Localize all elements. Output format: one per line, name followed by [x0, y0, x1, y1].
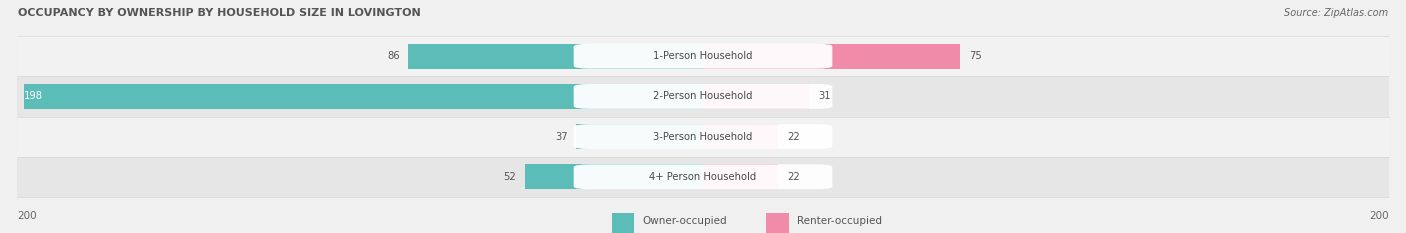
Text: 2-Person Household: 2-Person Household	[654, 91, 752, 101]
Text: 22: 22	[787, 132, 800, 142]
Text: 200: 200	[17, 211, 37, 221]
Bar	[24, 84, 703, 109]
FancyBboxPatch shape	[574, 84, 832, 109]
Bar	[612, 213, 634, 233]
Bar	[524, 164, 703, 189]
Text: 3-Person Household: 3-Person Household	[654, 132, 752, 142]
Text: 31: 31	[818, 91, 831, 101]
Text: 75: 75	[969, 51, 981, 61]
Bar	[703, 164, 779, 189]
Text: 4+ Person Household: 4+ Person Household	[650, 172, 756, 182]
Bar	[703, 84, 810, 109]
Bar	[703, 124, 779, 149]
Text: 52: 52	[503, 172, 516, 182]
Text: 200: 200	[1369, 211, 1389, 221]
Text: OCCUPANCY BY OWNERSHIP BY HOUSEHOLD SIZE IN LOVINGTON: OCCUPANCY BY OWNERSHIP BY HOUSEHOLD SIZE…	[18, 8, 420, 18]
Text: Renter-occupied: Renter-occupied	[797, 216, 882, 226]
Text: 198: 198	[24, 91, 44, 101]
FancyBboxPatch shape	[574, 44, 832, 69]
Bar	[703, 44, 960, 69]
Text: Source: ZipAtlas.com: Source: ZipAtlas.com	[1284, 8, 1388, 18]
Bar	[576, 124, 703, 149]
Text: Owner-occupied: Owner-occupied	[643, 216, 727, 226]
Bar	[17, 36, 1389, 76]
Bar	[17, 76, 1389, 116]
Bar	[766, 213, 789, 233]
Text: 86: 86	[387, 51, 399, 61]
Bar	[408, 44, 703, 69]
FancyBboxPatch shape	[574, 164, 832, 189]
Bar	[17, 157, 1389, 197]
Text: 1-Person Household: 1-Person Household	[654, 51, 752, 61]
FancyBboxPatch shape	[574, 124, 832, 149]
Bar	[17, 116, 1389, 157]
Text: 37: 37	[555, 132, 568, 142]
Text: 22: 22	[787, 172, 800, 182]
